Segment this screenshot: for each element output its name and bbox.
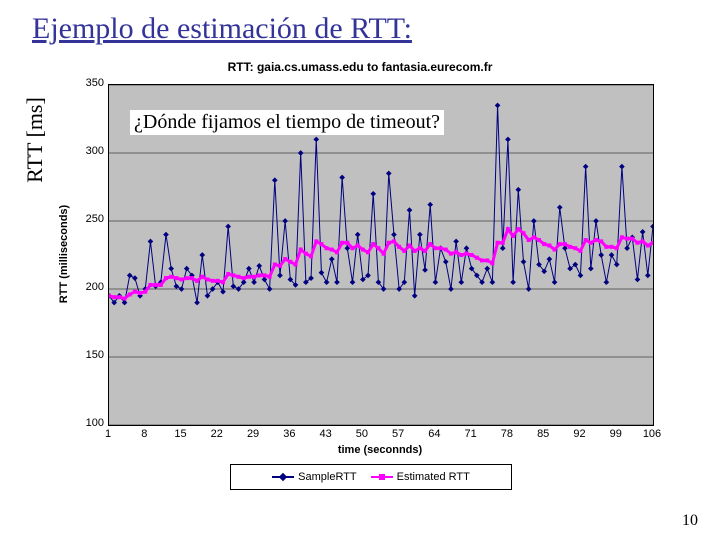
plot-area (108, 84, 654, 426)
outer-y-axis-label: RTT [ms] (20, 80, 50, 200)
x-tick-label: 15 (169, 428, 193, 440)
x-tick-label: 36 (277, 428, 301, 440)
y-tick-label: 150 (78, 349, 104, 361)
x-tick-label: 106 (640, 428, 664, 440)
x-tick-label: 1 (96, 428, 120, 440)
legend-label-sample: SampleRTT (298, 471, 356, 483)
x-tick-label: 8 (132, 428, 156, 440)
x-tick-label: 43 (314, 428, 338, 440)
x-tick-label: 85 (531, 428, 555, 440)
legend-item-sample-rtt: SampleRTT (272, 471, 356, 483)
y-tick-label: 350 (78, 77, 104, 89)
outer-y-axis-label-text: RTT [ms] (22, 97, 48, 183)
y-tick-label: 200 (78, 281, 104, 293)
annotation-text: ¿Dónde fijamos el tiempo de timeout? (130, 110, 444, 135)
x-tick-label: 29 (241, 428, 265, 440)
legend-swatch-sample (272, 476, 294, 478)
x-tick-label: 71 (459, 428, 483, 440)
x-tick-label: 57 (386, 428, 410, 440)
y-axis-label-text: RTT (milliseconds) (58, 205, 70, 303)
y-tick-label: 250 (78, 213, 104, 225)
x-tick-label: 92 (567, 428, 591, 440)
chart-svg (109, 85, 653, 425)
legend: SampleRTT Estimated RTT (230, 464, 512, 490)
x-tick-label: 64 (422, 428, 446, 440)
chart-title: RTT: gaia.cs.umass.edu to fantasia.eurec… (60, 60, 660, 74)
legend-label-estimated: Estimated RTT (397, 471, 470, 483)
x-tick-label: 50 (350, 428, 374, 440)
slide-title: Ejemplo de estimación de RTT: (32, 12, 412, 46)
x-tick-label: 78 (495, 428, 519, 440)
legend-swatch-estimated (371, 476, 393, 478)
x-tick-label: 22 (205, 428, 229, 440)
x-axis-label: time (seconnds) (108, 444, 652, 456)
y-axis-label: RTT (milliseconds) (54, 84, 74, 424)
y-tick-label: 300 (78, 145, 104, 157)
page-number: 10 (682, 512, 698, 530)
legend-item-estimated-rtt: Estimated RTT (371, 471, 470, 483)
x-tick-label: 99 (604, 428, 628, 440)
